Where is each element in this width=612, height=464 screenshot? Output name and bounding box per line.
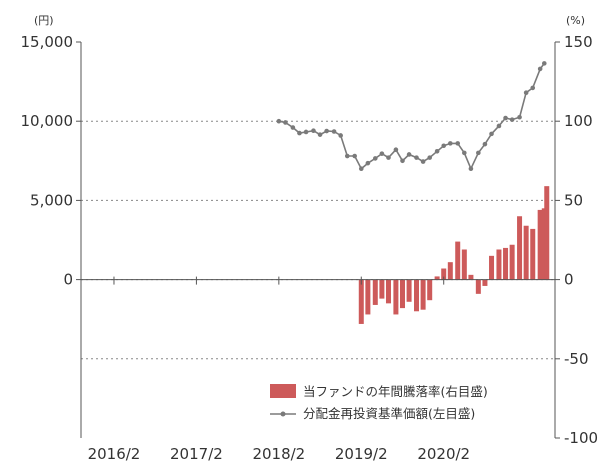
- bar: [517, 216, 523, 280]
- nav-point: [476, 150, 481, 156]
- bar: [496, 249, 502, 280]
- nav-point: [406, 152, 412, 157]
- nav-point: [523, 90, 529, 95]
- legend-bar-label: 当ファンドの年間騰落率(右目盛): [303, 384, 488, 399]
- x-tick-label: 2020/2: [417, 445, 470, 463]
- bar: [489, 255, 495, 280]
- bar: [399, 279, 405, 309]
- nav-point: [455, 141, 461, 146]
- left-axis-unit: (円): [34, 14, 54, 27]
- x-tick-label: 2018/2: [252, 445, 305, 463]
- left-tick-label: 5,000: [30, 191, 73, 209]
- nav-point: [358, 166, 364, 172]
- bar: [393, 279, 399, 315]
- nav-point: [530, 85, 536, 91]
- nav-point: [290, 125, 296, 130]
- bar: [503, 247, 509, 280]
- right-tick-label: 0: [564, 271, 574, 289]
- bar: [358, 279, 364, 324]
- nav-point: [324, 128, 329, 134]
- legend: 当ファンドの年間騰落率(右目盛) 分配金再投資基準価額(左目盛): [270, 384, 488, 421]
- nav-point: [365, 160, 371, 166]
- bar: [441, 268, 447, 280]
- nav-point: [427, 155, 432, 160]
- bar: [530, 228, 536, 280]
- nav-point: [482, 141, 488, 147]
- right-axis-unit: (%): [566, 14, 585, 27]
- bar: [461, 249, 467, 280]
- bar: [372, 279, 378, 305]
- nav-point: [372, 156, 378, 161]
- bar: [385, 279, 391, 304]
- bar: [468, 274, 474, 280]
- bar: [447, 262, 453, 280]
- nav-point: [400, 158, 405, 164]
- nav-point: [283, 120, 288, 125]
- x-tick-label: 2016/2: [88, 445, 141, 463]
- right-tick-label: -50: [564, 350, 589, 368]
- nav-point: [311, 128, 316, 134]
- bar: [427, 279, 433, 301]
- nav-point: [441, 143, 447, 149]
- nav-point: [386, 155, 391, 160]
- nav-line: [278, 62, 545, 171]
- legend-bar-swatch: [270, 384, 296, 398]
- nav-point: [303, 129, 309, 135]
- nav-point: [448, 141, 453, 146]
- bar: [544, 186, 550, 280]
- legend-line-marker: [280, 411, 286, 417]
- bar: [365, 279, 371, 315]
- bar-series: [358, 186, 550, 324]
- nav-point: [379, 151, 385, 156]
- bar: [523, 225, 529, 280]
- nav-point: [462, 150, 467, 156]
- nav-point: [420, 159, 426, 164]
- nav-point: [414, 155, 419, 160]
- bar: [482, 279, 488, 286]
- axes: [76, 41, 560, 439]
- bar: [420, 279, 426, 310]
- right-tick-label: -100: [564, 429, 598, 447]
- bar: [406, 279, 412, 302]
- left-tick-label: 10,000: [21, 112, 74, 130]
- x-tick-label: 2019/2: [335, 445, 388, 463]
- nav-point: [276, 118, 282, 124]
- nav-point: [537, 66, 543, 72]
- nav-point: [517, 114, 522, 120]
- bar: [414, 279, 420, 312]
- gridlines: [81, 120, 555, 360]
- nav-point: [434, 148, 440, 154]
- right-tick-label: 150: [564, 33, 593, 51]
- right-tick-label: 100: [564, 112, 593, 130]
- left-tick-label: 0: [63, 271, 73, 289]
- nav-point: [468, 166, 474, 172]
- nav-point: [489, 131, 494, 137]
- legend-line-label: 分配金再投資基準価額(左目盛): [303, 406, 475, 421]
- nav-point: [393, 147, 399, 153]
- bar: [509, 244, 515, 280]
- nav-point: [317, 132, 323, 137]
- left-tick-label: 15,000: [21, 33, 74, 51]
- bar: [434, 276, 440, 280]
- nav-point: [503, 115, 508, 121]
- tick-labels: 15,000 10,000 5,000 0 150 100 50 0 -50 -100 2016/2…: [21, 33, 599, 463]
- bar: [379, 279, 385, 299]
- line-series: [276, 61, 547, 172]
- x-tick-label: 2017/2: [170, 445, 223, 463]
- nav-point: [344, 153, 350, 159]
- nav-point: [541, 61, 547, 66]
- bar: [537, 209, 543, 280]
- nav-point: [297, 130, 302, 136]
- bar: [455, 241, 461, 280]
- nav-point: [338, 133, 343, 138]
- nav-point: [352, 153, 357, 159]
- bar: [475, 279, 481, 294]
- nav-point: [496, 123, 502, 129]
- nav-point: [331, 129, 337, 134]
- nav-point: [509, 117, 515, 122]
- right-tick-label: 50: [564, 191, 583, 209]
